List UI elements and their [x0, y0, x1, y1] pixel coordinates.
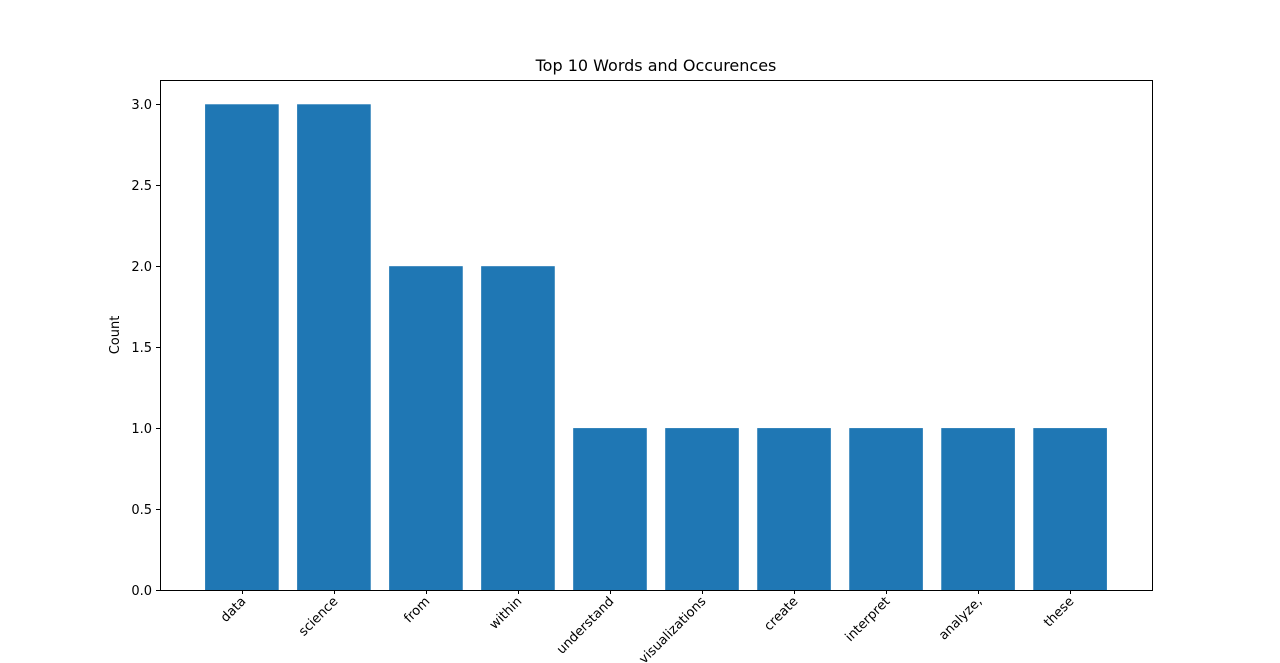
y-axis-ticks: 0.0 0.5 1.0 1.5 2.0 2.5 3.0	[131, 98, 160, 599]
x-tick-label: understand	[554, 594, 617, 657]
y-tick-label: 2.5	[131, 179, 152, 194]
x-tick-label: analyze,	[936, 594, 985, 643]
chart-title: Top 10 Words and Occurences	[535, 56, 777, 75]
bar-interpret	[849, 428, 923, 590]
plot-frame	[160, 80, 1153, 591]
y-tick-label: 3.0	[131, 98, 152, 113]
x-tick-label: science	[296, 594, 341, 639]
x-tick-label: interpret	[843, 594, 894, 645]
y-axis-label: Count	[108, 316, 123, 355]
bar-science	[297, 104, 371, 591]
bar-analyze	[941, 428, 1015, 590]
bar-within	[481, 266, 555, 590]
x-tick-label: visualizations	[637, 594, 710, 663]
x-axis-ticks: data science from within understand visualiza…	[218, 590, 1077, 663]
y-tick-label: 0.0	[131, 584, 152, 599]
y-tick-label: 1.5	[131, 341, 152, 356]
bars-group	[205, 104, 1107, 591]
y-tick-label: 0.5	[131, 503, 152, 518]
y-tick-label: 2.0	[131, 260, 152, 275]
bar-these	[1033, 428, 1107, 590]
x-tick-label: within	[487, 594, 525, 632]
bar-visualizations	[665, 428, 739, 590]
x-tick-label: these	[1041, 594, 1077, 630]
bar-data	[205, 104, 279, 591]
bar-create	[757, 428, 831, 590]
bar-understand	[573, 428, 647, 590]
y-tick-label: 1.0	[131, 422, 152, 437]
x-tick-label: data	[218, 594, 249, 625]
x-tick-label: from	[401, 594, 433, 626]
x-tick-label: create	[762, 594, 802, 634]
bar-from	[389, 266, 463, 590]
